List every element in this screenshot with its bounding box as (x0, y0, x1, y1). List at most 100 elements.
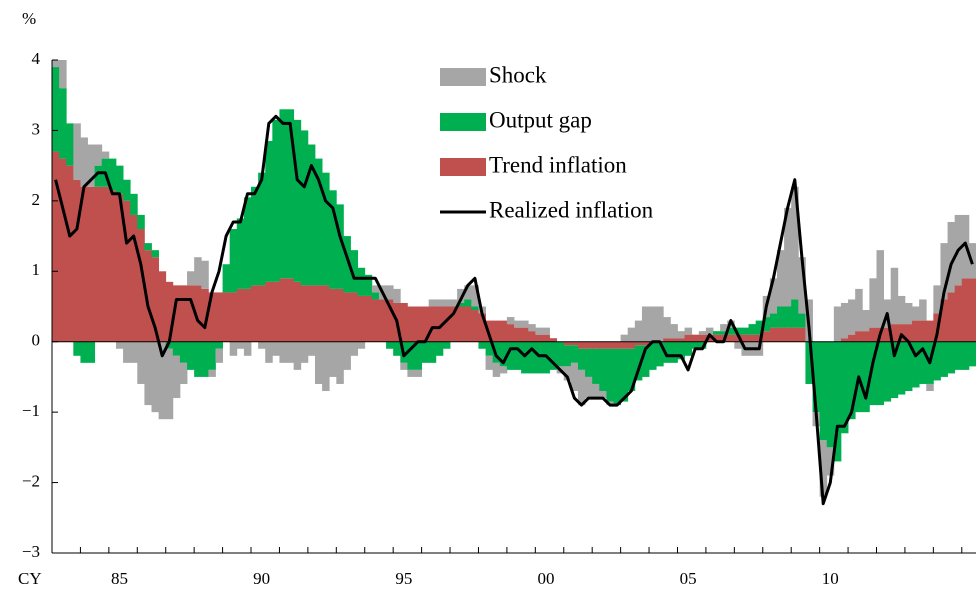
bar (698, 334, 707, 342)
bar (478, 313, 486, 342)
bar (52, 151, 60, 342)
bar (954, 285, 963, 342)
bar (400, 302, 408, 342)
bar (940, 341, 948, 377)
bar (791, 299, 799, 328)
bar (528, 331, 536, 342)
legend-label: Output gap (489, 107, 592, 132)
bar (585, 348, 593, 377)
bar (393, 341, 401, 356)
bar (755, 320, 764, 335)
bar (258, 341, 266, 349)
bar (869, 341, 877, 406)
bar (705, 327, 714, 335)
bar (514, 327, 522, 342)
bar (592, 348, 600, 384)
bar (314, 158, 323, 286)
y-tick-label: 1 (32, 260, 41, 279)
bar (314, 341, 323, 384)
bar (784, 327, 792, 342)
bar (769, 327, 778, 342)
bar (137, 214, 145, 230)
bar (272, 341, 280, 356)
bar (570, 345, 579, 363)
bar (542, 334, 550, 342)
bar (627, 348, 636, 392)
bar (734, 327, 742, 335)
bar (883, 327, 892, 342)
bar (307, 144, 316, 286)
bar (926, 383, 934, 392)
legend-swatch (440, 68, 486, 86)
x-tick-label: 85 (111, 569, 128, 588)
bar (386, 299, 394, 342)
bar (691, 341, 700, 349)
bar (123, 200, 131, 342)
bar (336, 204, 344, 289)
bar (634, 341, 643, 346)
bar (727, 334, 735, 342)
y-tick-label: −2 (22, 471, 40, 490)
x-tick-label: 05 (680, 569, 697, 588)
bar (414, 369, 422, 377)
bar (179, 285, 188, 342)
bar (450, 306, 458, 342)
bar (606, 341, 614, 349)
bar (314, 285, 323, 342)
bar (798, 327, 806, 342)
bar (577, 341, 586, 349)
bar (670, 341, 678, 363)
bar (130, 341, 138, 363)
y-tick-label: 3 (32, 119, 41, 138)
bar (649, 306, 657, 342)
bar (819, 341, 828, 441)
bar (464, 285, 472, 300)
bar (897, 324, 906, 342)
bar (428, 341, 437, 363)
bar (762, 331, 771, 342)
bar (457, 302, 465, 307)
bar (215, 341, 223, 349)
bar (677, 341, 685, 360)
bar (172, 285, 181, 342)
bar (734, 341, 742, 349)
bar (904, 302, 913, 325)
bar (137, 229, 145, 342)
bar (87, 341, 96, 363)
bar (279, 278, 287, 342)
bar (208, 292, 216, 342)
bar (549, 341, 558, 370)
bar (492, 320, 501, 342)
bar (791, 186, 799, 300)
bar (243, 288, 252, 342)
bar (684, 327, 693, 335)
bar (471, 310, 479, 342)
bar (840, 338, 849, 342)
bar (606, 348, 614, 402)
bar (165, 281, 174, 342)
bar (442, 306, 451, 342)
bar (713, 331, 721, 335)
bar (542, 327, 550, 335)
bar (599, 341, 607, 349)
bar (307, 285, 316, 342)
bar (577, 369, 586, 406)
bar (329, 190, 337, 289)
bar (940, 243, 948, 300)
y-axis-label: % (22, 9, 36, 28)
bar (279, 341, 287, 363)
bar (151, 257, 160, 342)
bar (506, 341, 515, 370)
bar (59, 88, 67, 159)
bar (776, 250, 785, 307)
bar (258, 172, 266, 286)
bar (66, 165, 74, 342)
bar (684, 341, 693, 356)
bar (286, 341, 295, 363)
bar (378, 299, 387, 342)
bar (521, 341, 529, 374)
bar (322, 285, 330, 342)
bar (641, 306, 650, 342)
bar (265, 341, 273, 363)
bar (528, 324, 536, 332)
